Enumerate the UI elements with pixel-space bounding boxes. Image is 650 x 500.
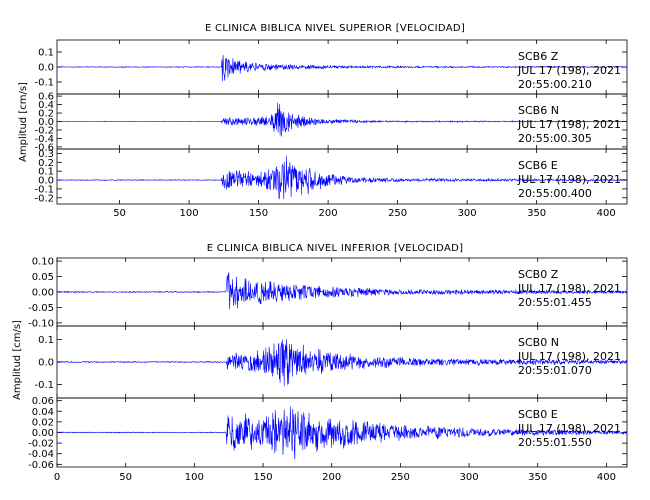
y-tick-label: 0.2 bbox=[38, 158, 54, 169]
start-time-label: 20:55:00.305 bbox=[518, 132, 592, 145]
y-tick-label: -0.2 bbox=[34, 125, 54, 136]
y-tick-label: 0.10 bbox=[32, 257, 54, 268]
waveform-line bbox=[56, 406, 628, 460]
y-tick-label: 0.00 bbox=[32, 288, 54, 299]
x-tick-label: 50 bbox=[119, 472, 132, 483]
y-tick-label: 0.02 bbox=[32, 417, 54, 428]
y-tick-label: 0.0 bbox=[38, 358, 54, 369]
x-tick-label: 300 bbox=[460, 472, 479, 483]
y-tick-label: -0.10 bbox=[28, 318, 54, 329]
lower-x-axis: 0 50 100 150 200 250 300 350 400 bbox=[54, 472, 616, 483]
date-label: JUL 17 (198), 2021 bbox=[517, 422, 621, 435]
y-tick-label: 0.4 bbox=[38, 100, 54, 111]
station-label: SCB6 E bbox=[518, 159, 558, 172]
upper-x-axis: 50 100 150 200 250 300 350 400 bbox=[113, 208, 615, 219]
panel-frame bbox=[56, 148, 628, 205]
y-tick-label: -0.6 bbox=[34, 142, 54, 153]
upper-chart: E CLINICA BIBLICA NIVEL SUPERIOR [VELOCI… bbox=[18, 23, 628, 219]
x-tick-label: 250 bbox=[388, 208, 407, 219]
trace-panel-scb0-e: 0.060.040.020.00-0.02-0.04-0.06 SCB0 EJUL… bbox=[28, 396, 628, 471]
x-tick-label: 50 bbox=[113, 208, 126, 219]
station-label: SCB0 N bbox=[518, 336, 559, 349]
x-tick-label: 350 bbox=[528, 472, 547, 483]
lower-chart: E CLINICA BIBLICA NIVEL INFERIOR [VELOCI… bbox=[12, 243, 628, 483]
y-tick-label: 0.06 bbox=[32, 396, 54, 407]
y-tick-label: 0.3 bbox=[38, 149, 54, 160]
start-time-label: 20:55:00.400 bbox=[518, 187, 592, 200]
station-label: SCB6 N bbox=[518, 104, 559, 117]
y-tick-label: 0.1 bbox=[38, 335, 54, 346]
y-tick-label: 0.05 bbox=[32, 272, 54, 283]
start-time-label: 20:55:01.455 bbox=[518, 296, 592, 309]
y-tick-label: 0.6 bbox=[38, 92, 54, 103]
x-tick-label: 100 bbox=[185, 472, 204, 483]
start-time-label: 20:55:00.210 bbox=[518, 78, 592, 91]
x-tick-label: 200 bbox=[319, 208, 338, 219]
x-tick-label: 400 bbox=[597, 472, 616, 483]
y-tick-label: 0.0 bbox=[38, 117, 54, 128]
y-tick-label: -0.4 bbox=[34, 134, 54, 145]
start-time-label: 20:55:01.550 bbox=[518, 436, 592, 449]
x-tick-label: 150 bbox=[253, 472, 272, 483]
y-tick-label: 0.0 bbox=[38, 176, 54, 187]
y-tick-label: -0.02 bbox=[28, 439, 54, 450]
waveform-line bbox=[56, 339, 628, 387]
date-label: JUL 17 (198), 2021 bbox=[517, 173, 621, 186]
y-tick-label: -0.1 bbox=[34, 380, 54, 391]
y-tick-label: 0.2 bbox=[38, 109, 54, 120]
y-tick-label: -0.05 bbox=[28, 303, 54, 314]
y-tick-label: 0.1 bbox=[38, 167, 54, 178]
waveform-line bbox=[56, 155, 628, 200]
date-label: JUL 17 (198), 2021 bbox=[517, 64, 621, 77]
lower-y-axis-label: Amplitud [cm/s] bbox=[12, 320, 23, 400]
upper-y-axis-label: Amplitud [cm/s] bbox=[18, 82, 29, 162]
y-tick-label: 0.1 bbox=[38, 48, 54, 59]
waveform-line bbox=[57, 102, 628, 137]
station-label: SCB0 E bbox=[518, 408, 558, 421]
waveform-line bbox=[56, 272, 628, 310]
upper-chart-title: E CLINICA BIBLICA NIVEL SUPERIOR [VELOCI… bbox=[205, 23, 465, 34]
y-tick-label: -0.1 bbox=[34, 78, 54, 89]
y-tick-label: 0.0 bbox=[38, 63, 54, 74]
date-label: JUL 17 (198), 2021 bbox=[517, 282, 621, 295]
date-label: JUL 17 (198), 2021 bbox=[517, 118, 621, 131]
x-tick-label: 150 bbox=[249, 208, 268, 219]
y-tick-label: 0.00 bbox=[32, 428, 54, 439]
x-tick-label: 350 bbox=[527, 208, 546, 219]
waveform-line bbox=[56, 54, 628, 82]
lower-chart-title: E CLINICA BIBLICA NIVEL INFERIOR [VELOCI… bbox=[207, 243, 464, 254]
x-tick-label: 0 bbox=[54, 472, 60, 483]
y-tick-label: -0.2 bbox=[34, 193, 54, 204]
station-label: SCB6 Z bbox=[518, 50, 559, 63]
start-time-label: 20:55:01.070 bbox=[518, 364, 592, 377]
x-tick-label: 200 bbox=[322, 472, 341, 483]
x-tick-label: 300 bbox=[458, 208, 477, 219]
x-tick-label: 100 bbox=[180, 208, 199, 219]
y-tick-label: 0.04 bbox=[32, 407, 54, 418]
station-label: SCB0 Z bbox=[518, 268, 559, 281]
x-tick-label: 250 bbox=[391, 472, 410, 483]
date-label: JUL 17 (198), 2021 bbox=[517, 350, 621, 363]
y-tick-label: -0.1 bbox=[34, 184, 54, 195]
y-tick-label: -0.04 bbox=[28, 449, 54, 460]
x-tick-label: 400 bbox=[597, 208, 616, 219]
y-tick-label: -0.06 bbox=[28, 460, 54, 471]
